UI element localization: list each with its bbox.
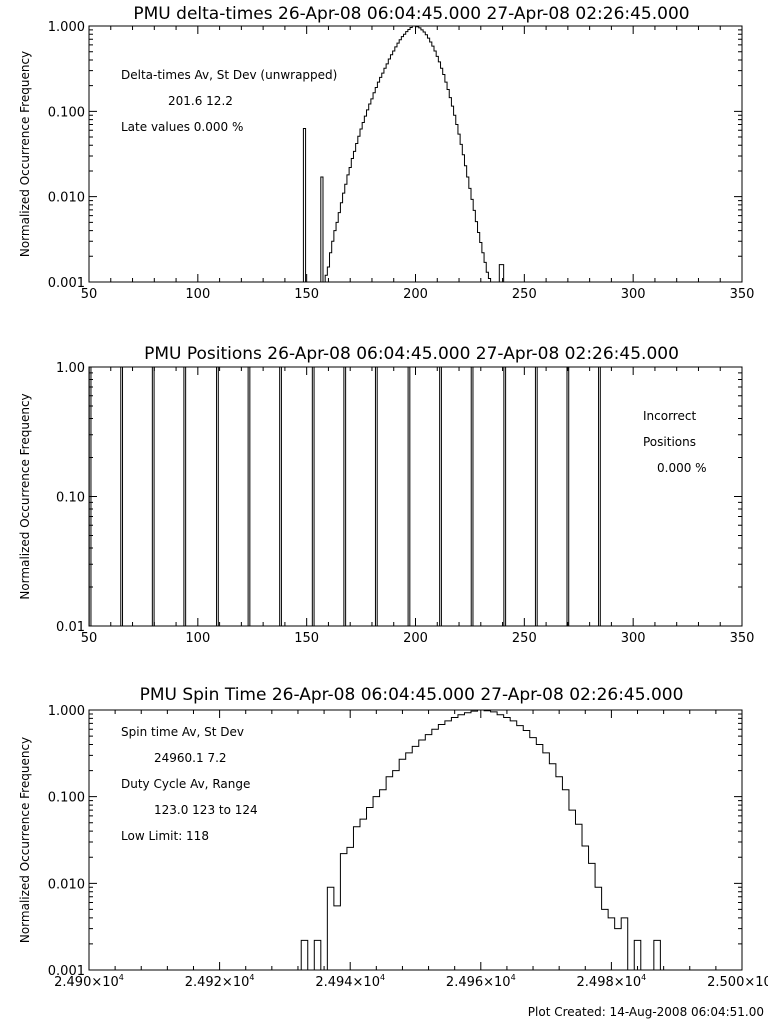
position-bar <box>598 366 601 626</box>
position-bar <box>439 366 442 626</box>
histogram-spike <box>320 176 324 282</box>
annotation-text: 123.0 123 to 124 <box>154 803 258 817</box>
position-bar <box>343 366 347 626</box>
y-tick-label: 0.010 <box>48 877 85 892</box>
x-tick-label: 50 <box>81 631 98 646</box>
position-bar <box>151 366 155 626</box>
annotation-text: 0.000 % <box>657 461 707 475</box>
y-axis-label: Normalized Occurrence Frequency <box>18 51 32 257</box>
x-tick-label: 2.490×104 <box>54 973 124 990</box>
panel-delta-times: PMU delta-times 26-Apr-08 06:04:45.000 2… <box>18 4 754 302</box>
x-tick-label: 2.498×104 <box>577 973 647 990</box>
annotation-text: 24960.1 7.2 <box>154 751 227 765</box>
y-tick-label: 0.100 <box>48 791 85 806</box>
position-bar <box>183 366 187 626</box>
x-tick-label: 350 <box>730 631 755 646</box>
position-bar <box>534 366 538 626</box>
annotation-text: Duty Cycle Av, Range <box>121 777 250 791</box>
x-tick-label: 2.492×104 <box>185 973 255 990</box>
y-tick-label: 0.010 <box>48 191 85 206</box>
histogram-series <box>324 25 505 283</box>
plot-frame <box>88 25 743 283</box>
y-tick-label: 0.001 <box>48 276 85 291</box>
x-tick-label: 2.494×104 <box>315 973 385 990</box>
x-tick-label: 100 <box>185 631 210 646</box>
annotation-text: Spin time Av, St Dev <box>121 725 244 739</box>
annotation-text: Delta-times Av, St Dev (unwrapped) <box>121 68 337 82</box>
annotation-text: Positions <box>643 435 696 449</box>
position-bar <box>374 366 378 626</box>
position-bar <box>216 366 219 626</box>
annotation-text: 201.6 12.2 <box>168 94 233 108</box>
y-tick-label: 0.001 <box>48 964 85 979</box>
x-tick-label: 150 <box>294 631 319 646</box>
annotation-text: Low Limit: 118 <box>121 829 209 843</box>
position-bar <box>88 366 92 626</box>
x-tick-label: 200 <box>403 287 428 302</box>
x-tick-label: 50 <box>81 287 98 302</box>
x-tick-label: 200 <box>403 631 428 646</box>
x-tick-label: 300 <box>621 287 646 302</box>
y-tick-label: 1.000 <box>48 20 85 35</box>
x-tick-label: 2.496×104 <box>446 973 516 990</box>
y-tick-label: 0.01 <box>56 620 85 635</box>
position-bar <box>566 366 570 626</box>
y-tick-label: 0.10 <box>56 491 85 506</box>
y-tick-label: 1.00 <box>56 361 85 376</box>
panel-positions: PMU Positions 26-Apr-08 06:04:45.000 27-… <box>18 344 754 646</box>
x-tick-label: 100 <box>185 287 210 302</box>
histogram-spike <box>302 127 307 282</box>
panel-spin-time: PMU Spin Time 26-Apr-08 06:04:45.000 27-… <box>18 685 768 990</box>
position-bar <box>503 366 507 626</box>
chart-title: PMU Positions 26-Apr-08 06:04:45.000 27-… <box>144 344 679 364</box>
x-tick-label: 300 <box>621 631 646 646</box>
x-tick-label: 250 <box>512 287 537 302</box>
annotation-text: Incorrect <box>643 409 696 423</box>
plot-frame <box>88 709 743 971</box>
x-tick-label: 2.500×104 <box>707 973 768 990</box>
x-tick-label: 150 <box>294 287 319 302</box>
plot-frame <box>88 366 743 627</box>
position-bar <box>470 366 474 626</box>
chart-title: PMU Spin Time 26-Apr-08 06:04:45.000 27-… <box>140 685 684 705</box>
y-tick-label: 1.000 <box>48 704 85 719</box>
position-bar <box>311 366 315 626</box>
histogram-series <box>300 709 661 970</box>
x-tick-label: 350 <box>730 287 755 302</box>
chart-title: PMU delta-times 26-Apr-08 06:04:45.000 2… <box>133 4 689 24</box>
position-bar <box>120 366 124 626</box>
plot-created-footer: Plot Created: 14-Aug-2008 06:04:51.00 <box>528 1005 764 1019</box>
y-axis-label: Normalized Occurrence Frequency <box>18 393 32 599</box>
position-bar <box>407 366 411 626</box>
x-tick-label: 250 <box>512 631 537 646</box>
position-bar <box>247 366 251 626</box>
position-bar <box>279 366 282 626</box>
annotation-text: Late values 0.000 % <box>121 120 243 134</box>
y-tick-label: 0.100 <box>48 105 85 120</box>
y-axis-label: Normalized Occurrence Frequency <box>18 737 32 943</box>
